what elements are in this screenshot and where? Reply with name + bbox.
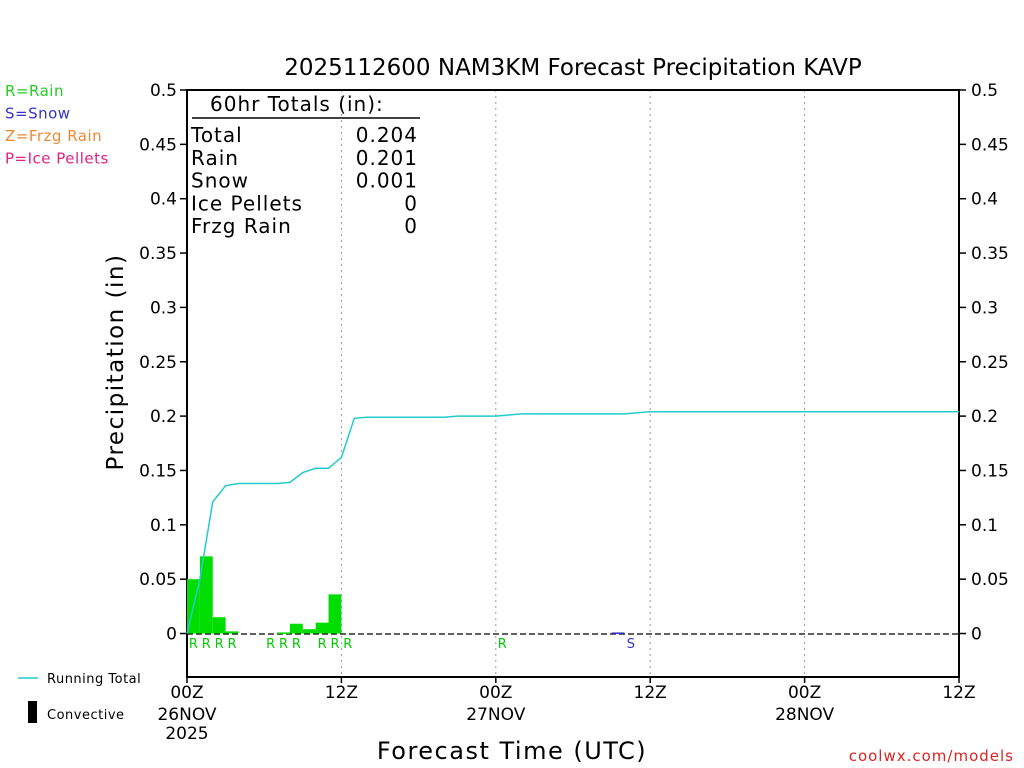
series-legend: Running Total Convective [18, 672, 141, 723]
type-marker: R [330, 637, 339, 652]
x-tick-label: 12Z [325, 683, 358, 703]
y-tick-label-right: 0.4 [971, 190, 998, 210]
y-tick-label-right: 0.5 [971, 81, 998, 101]
type-marker: R [498, 637, 507, 652]
precip-bars [187, 556, 625, 634]
y-tick-label: 0.1 [150, 516, 177, 536]
totals-row-label: Rain [191, 146, 239, 170]
precip-bar [302, 629, 316, 634]
type-legend-item: Z=Frzg Rain [5, 127, 102, 145]
x-tick-label: 00Z [479, 683, 512, 703]
y-axis-left: 0 0.05 0.1 0.15 0.2 0.25 0.3 0.35 0.4 0.45 0.5 [139, 81, 187, 645]
type-marker: R [228, 637, 237, 652]
type-legend-item: P=Ice Pellets [5, 150, 109, 168]
y-tick-label: 0.05 [139, 570, 177, 590]
plot-frame [186, 89, 960, 678]
type-marker: R [318, 637, 327, 652]
y-tick-label-right: 0.05 [971, 570, 1009, 590]
type-legend-item: S=Snow [5, 105, 71, 123]
y-tick-label-right: 0.25 [971, 353, 1009, 373]
totals-header: 60hr Totals (in): [210, 92, 384, 116]
precip-bar [277, 632, 290, 634]
y-tick-label-right: 0.35 [971, 244, 1009, 264]
totals-box: 60hr Totals (in): Total 0.204 Rain 0.201 Sno… [190, 92, 420, 238]
type-marker: R [202, 637, 211, 652]
x-tick-label: 12Z [942, 683, 975, 703]
y-tick-label-right: 0.15 [971, 461, 1009, 481]
type-marker: R [292, 637, 301, 652]
totals-row-label: Ice Pellets [191, 191, 303, 215]
y-tick-label: 0.2 [150, 407, 177, 427]
precip-bar [212, 617, 226, 634]
y-axis-label: Precipitation (in) [103, 254, 129, 471]
snow-bar [611, 632, 625, 634]
x-tick-label: 00Z [788, 683, 821, 703]
y-tick-label-right: 0.3 [971, 298, 998, 318]
precip-bar [289, 623, 303, 634]
precip-bar [315, 622, 329, 634]
precip-bar [199, 556, 213, 634]
series-legend-label: Convective [47, 708, 125, 723]
type-marker: R [343, 637, 352, 652]
y-tick-label-right: 0.1 [971, 516, 998, 536]
type-marker: R [279, 637, 288, 652]
y-tick-label-right: 0.2 [971, 407, 998, 427]
credit-text: coolwx.com/models [849, 747, 1014, 765]
y-tick-label: 0 [166, 625, 177, 645]
y-tick-label: 0.15 [139, 461, 177, 481]
precip-bar [225, 631, 239, 634]
chart-gridlines [340, 90, 806, 677]
y-tick-label: 0.25 [139, 353, 177, 373]
totals-row-label: Total [190, 123, 243, 147]
totals-row-value: 0.001 [356, 169, 418, 193]
x-tick-year: 2025 [165, 724, 208, 744]
y-tick-label-right: 0.45 [971, 135, 1009, 155]
x-tick-date: 27NOV [466, 705, 525, 725]
totals-row-value: 0 [404, 214, 418, 238]
convective-legend-swatch [28, 701, 37, 723]
y-tick-label: 0.45 [139, 135, 177, 155]
y-tick-label: 0.5 [150, 81, 177, 101]
type-marker: R [266, 637, 275, 652]
chart-title: 2025112600 NAM3KM Forecast Precipitation… [284, 55, 862, 81]
totals-row-value: 0 [404, 191, 418, 215]
series-legend-label: Running Total [47, 672, 141, 687]
type-marker: R [215, 637, 224, 652]
type-legend-item: R=Rain [5, 82, 64, 100]
x-tick-date: 28NOV [775, 705, 834, 725]
x-tick-date: 26NOV [157, 705, 216, 725]
totals-row-label: Snow [191, 169, 249, 193]
type-marker: R [189, 637, 198, 652]
x-tick-label: 12Z [634, 683, 667, 703]
running-total-series [186, 411, 959, 634]
y-tick-label: 0.3 [150, 298, 177, 318]
y-tick-label: 0.4 [150, 190, 177, 210]
x-tick-label: 00Z [170, 683, 203, 703]
y-tick-label: 0.35 [139, 244, 177, 264]
totals-row-value: 0.204 [356, 123, 418, 147]
precip-bar [328, 594, 342, 634]
type-marker: S [627, 637, 635, 652]
precip-type-legend: R=Rain S=Snow Z=Frzg Rain P=Ice Pellets [5, 82, 109, 168]
totals-row-value: 0.201 [356, 146, 418, 170]
running-total-line [186, 411, 959, 634]
y-axis-right: 0 0.05 0.1 0.15 0.2 0.25 0.3 0.35 0.4 0.45 0.5 [959, 81, 1009, 645]
y-tick-label-right: 0 [971, 625, 982, 645]
totals-row-label: Frzg Rain [191, 214, 292, 238]
x-axis-label: Forecast Time (UTC) [377, 737, 647, 765]
